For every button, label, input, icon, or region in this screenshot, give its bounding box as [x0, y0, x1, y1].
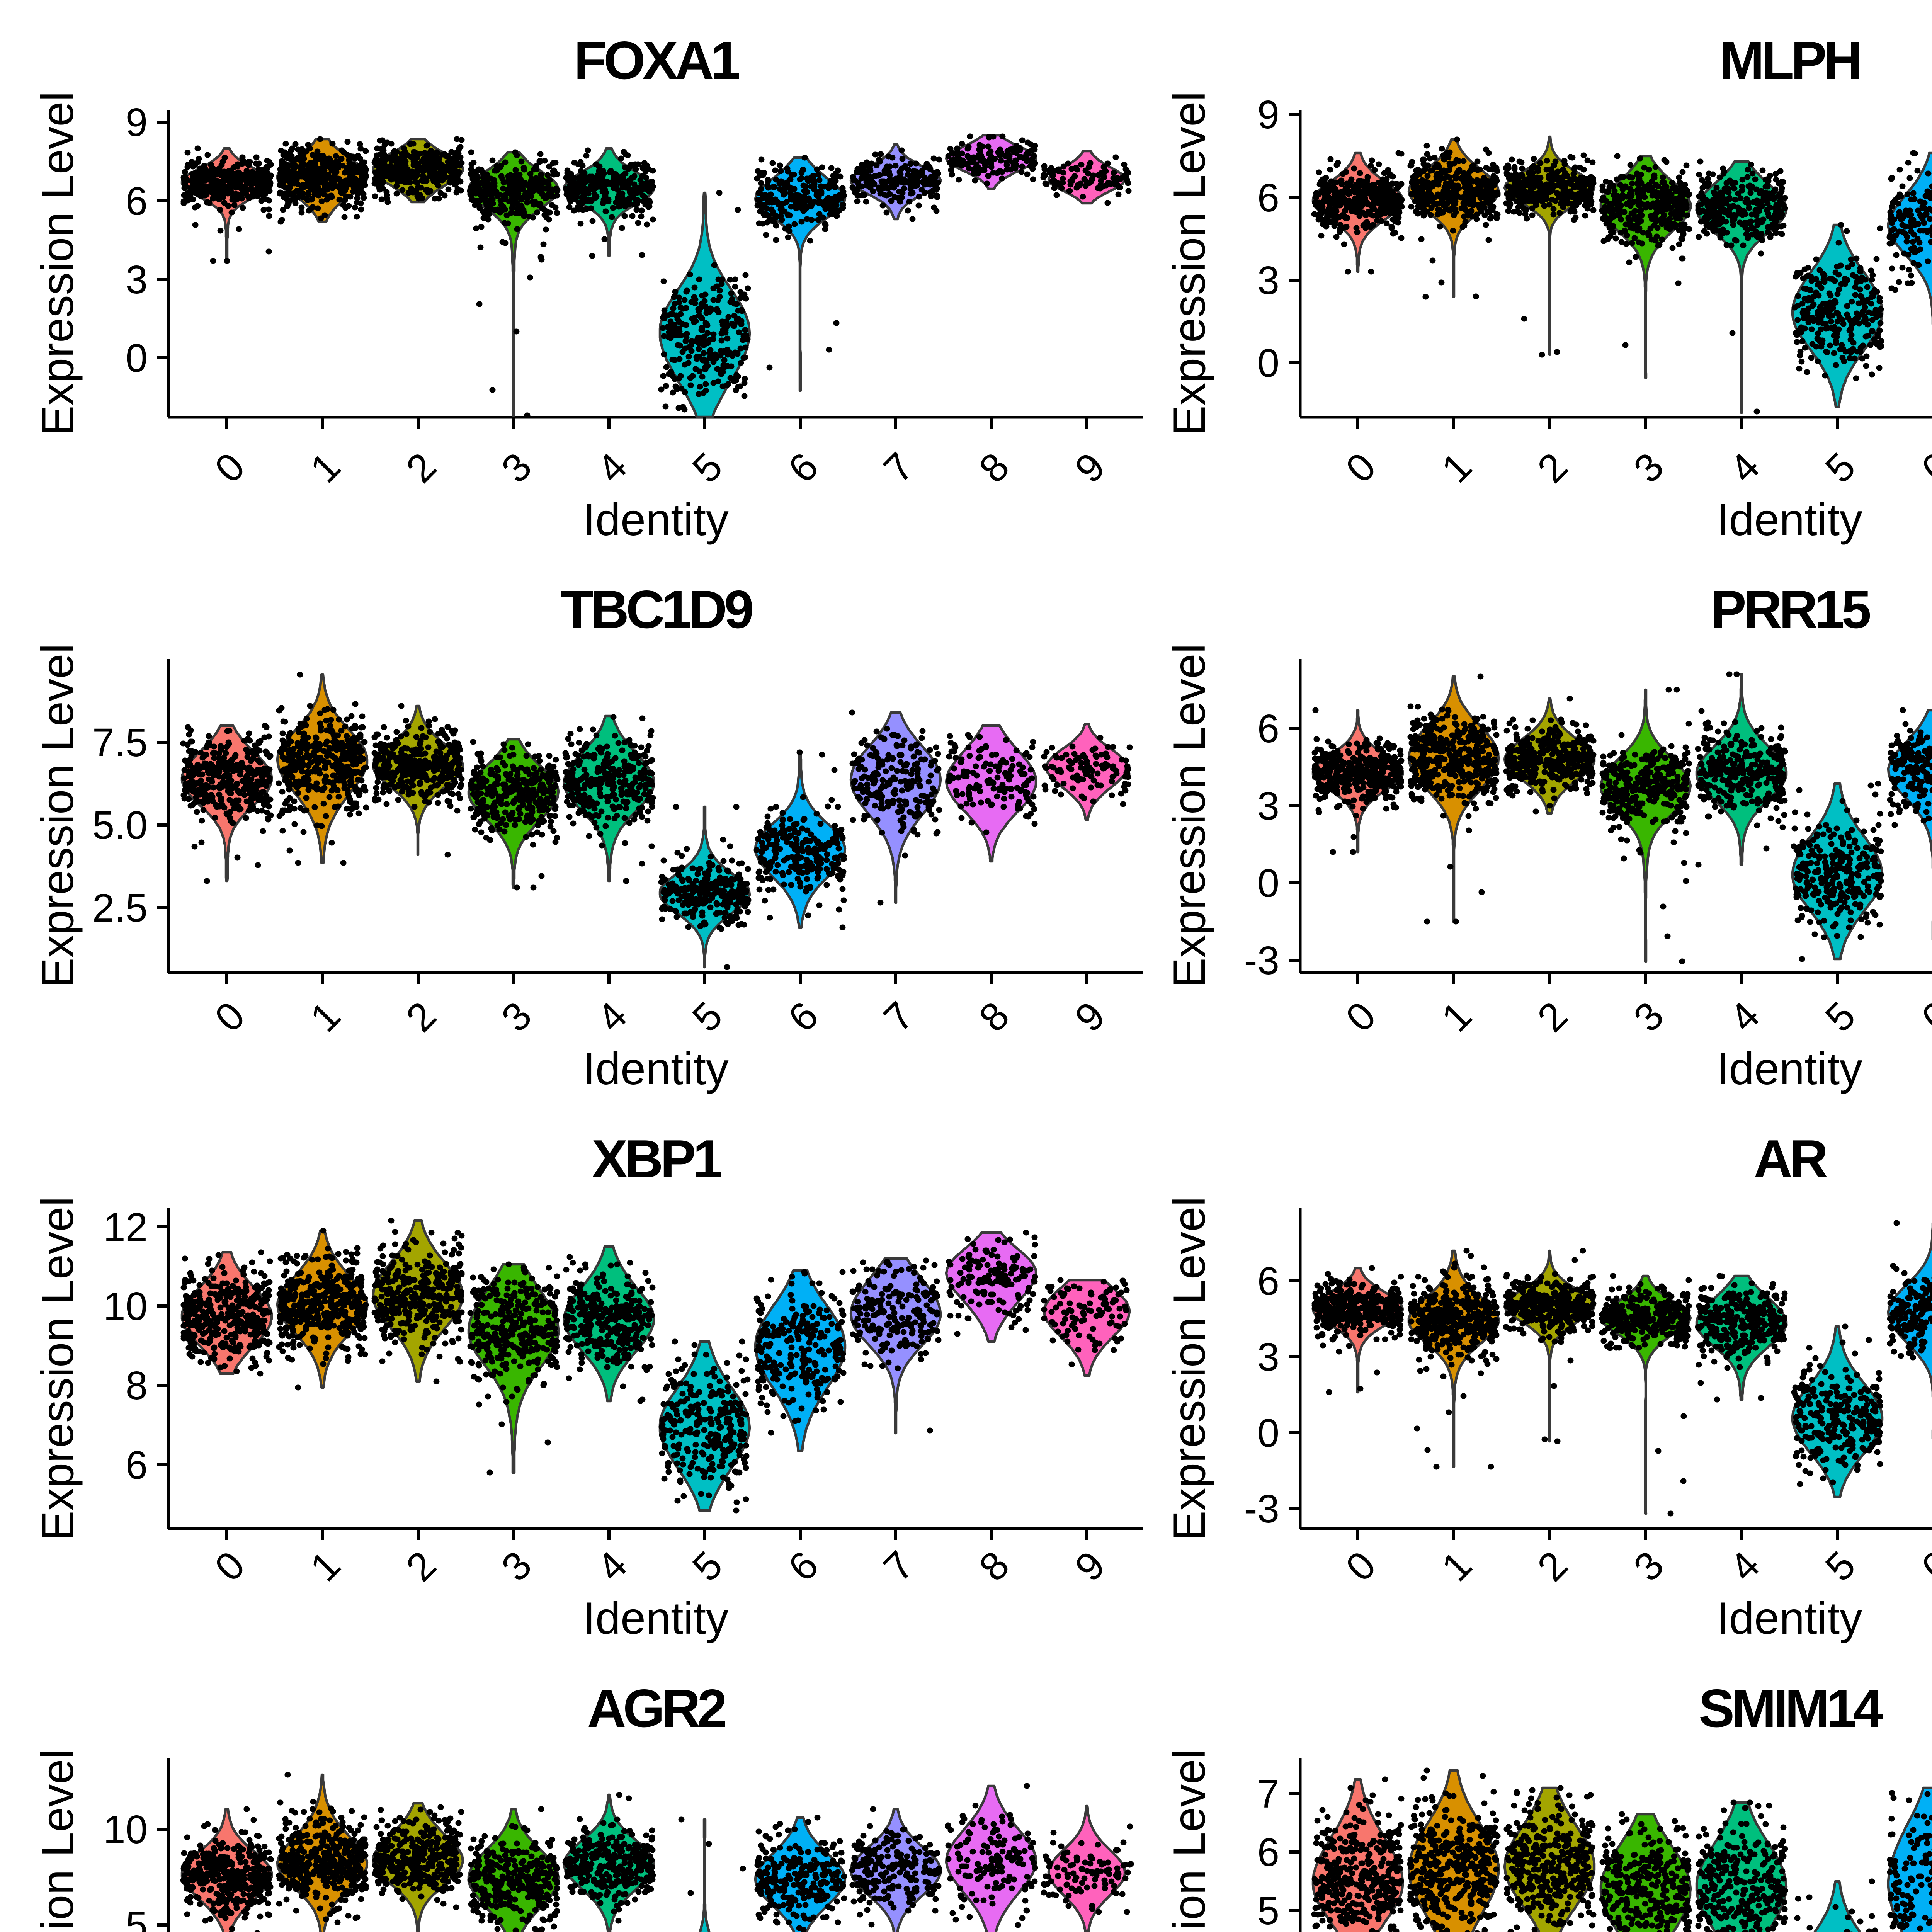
svg-text:7.5: 7.5	[92, 720, 148, 765]
svg-text:XBP1: XBP1	[592, 1129, 721, 1189]
svg-text:Expression Level: Expression Level	[32, 1749, 83, 1932]
svg-text:PRR15: PRR15	[1711, 580, 1870, 639]
svg-text:0: 0	[126, 336, 148, 380]
svg-text:6: 6	[1257, 1259, 1279, 1303]
svg-text:Identity: Identity	[583, 1593, 729, 1643]
svg-text:Identity: Identity	[583, 494, 729, 545]
svg-text:5: 5	[1257, 1888, 1279, 1932]
svg-text:9: 9	[126, 100, 148, 145]
svg-text:6: 6	[126, 1443, 148, 1487]
svg-text:Expression Level: Expression Level	[1164, 1749, 1214, 1932]
svg-text:MLPH: MLPH	[1719, 31, 1859, 90]
svg-text:2.5: 2.5	[92, 886, 148, 930]
svg-text:7: 7	[1257, 1772, 1279, 1816]
svg-text:AR: AR	[1754, 1129, 1827, 1189]
svg-text:6: 6	[1257, 1830, 1279, 1874]
svg-text:3: 3	[1257, 1335, 1279, 1379]
svg-text:0: 0	[1257, 1411, 1279, 1455]
svg-text:AGR2: AGR2	[587, 1679, 725, 1738]
svg-text:3: 3	[1257, 258, 1279, 303]
svg-text:10: 10	[103, 1284, 148, 1328]
svg-text:10: 10	[103, 1807, 148, 1852]
svg-text:Expression Level: Expression Level	[1164, 92, 1214, 436]
svg-text:Expression Level: Expression Level	[32, 1197, 83, 1541]
svg-text:9: 9	[1257, 92, 1279, 137]
svg-text:Expression Level: Expression Level	[1164, 644, 1214, 988]
svg-text:5.0: 5.0	[92, 803, 148, 847]
svg-text:Identity: Identity	[1716, 1593, 1862, 1643]
svg-text:-3: -3	[1244, 938, 1279, 983]
svg-text:6: 6	[126, 179, 148, 223]
svg-text:Identity: Identity	[1716, 494, 1862, 545]
svg-text:0: 0	[1257, 341, 1279, 385]
svg-text:Expression Level: Expression Level	[32, 92, 83, 436]
svg-text:5: 5	[126, 1903, 148, 1932]
svg-text:Identity: Identity	[583, 1043, 729, 1094]
svg-text:12: 12	[103, 1205, 148, 1249]
svg-text:8: 8	[126, 1363, 148, 1408]
svg-text:6: 6	[1257, 175, 1279, 220]
svg-text:6: 6	[1257, 706, 1279, 751]
svg-text:Expression Level: Expression Level	[32, 644, 83, 988]
svg-text:Expression Level: Expression Level	[1164, 1197, 1214, 1541]
svg-text:0: 0	[1257, 861, 1279, 905]
svg-text:3: 3	[126, 257, 148, 302]
svg-text:TBC1D9: TBC1D9	[561, 580, 752, 639]
svg-text:FOXA1: FOXA1	[574, 31, 739, 90]
svg-text:-3: -3	[1244, 1486, 1279, 1531]
svg-text:Identity: Identity	[1716, 1043, 1862, 1094]
svg-text:3: 3	[1257, 784, 1279, 828]
svg-text:SMIM14: SMIM14	[1699, 1679, 1883, 1738]
